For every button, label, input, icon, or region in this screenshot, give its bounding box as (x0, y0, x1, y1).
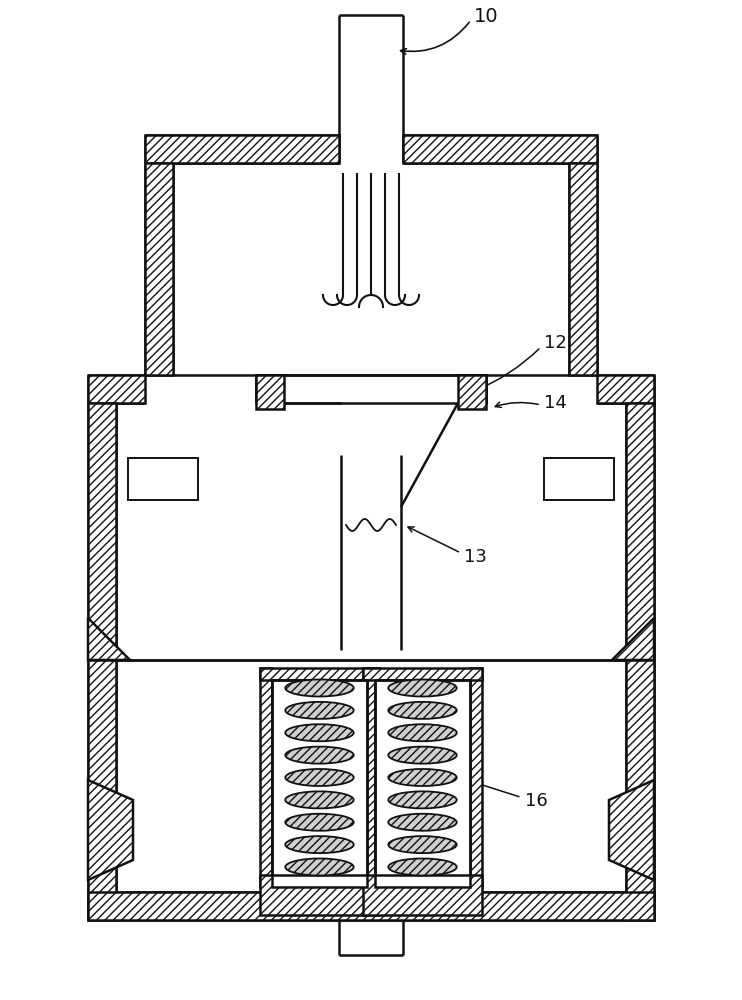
Bar (626, 660, 654, 920)
Ellipse shape (286, 769, 354, 786)
Text: 13: 13 (464, 548, 487, 566)
Text: 12: 12 (544, 334, 567, 352)
Ellipse shape (286, 702, 354, 719)
Ellipse shape (286, 791, 354, 808)
Ellipse shape (388, 747, 456, 764)
Text: 10: 10 (474, 7, 499, 26)
Bar (272, 680, 367, 887)
Ellipse shape (388, 769, 456, 786)
Polygon shape (609, 780, 654, 880)
Bar (626, 403, 654, 660)
Ellipse shape (286, 814, 354, 831)
Bar (363, 875, 482, 915)
Polygon shape (88, 618, 130, 660)
Ellipse shape (388, 702, 456, 719)
Bar (260, 668, 272, 887)
Text: 16: 16 (525, 792, 548, 810)
Bar (256, 375, 284, 409)
Ellipse shape (286, 747, 354, 764)
Bar (88, 892, 654, 920)
Bar (260, 875, 379, 915)
Bar (128, 458, 198, 500)
Ellipse shape (388, 814, 456, 831)
Ellipse shape (388, 836, 456, 853)
Ellipse shape (286, 679, 354, 697)
Bar (544, 458, 614, 500)
Bar (458, 375, 486, 409)
Bar (597, 375, 654, 403)
Ellipse shape (286, 858, 354, 876)
Text: 14: 14 (544, 394, 567, 412)
Ellipse shape (388, 724, 456, 741)
Bar (145, 163, 173, 375)
Polygon shape (88, 780, 133, 880)
Bar (375, 680, 470, 887)
Bar (569, 163, 597, 375)
Bar (367, 668, 379, 887)
Bar (363, 668, 482, 680)
Bar (145, 135, 339, 163)
Bar (88, 660, 116, 920)
Bar (88, 403, 116, 660)
Bar (470, 668, 482, 887)
Bar (256, 375, 486, 403)
Ellipse shape (388, 679, 456, 697)
Bar (403, 135, 597, 163)
Polygon shape (612, 618, 654, 660)
Ellipse shape (286, 836, 354, 853)
Bar (363, 668, 375, 887)
Bar (260, 668, 379, 680)
Ellipse shape (388, 858, 456, 876)
Ellipse shape (388, 791, 456, 808)
Ellipse shape (286, 724, 354, 741)
Bar (88, 375, 145, 403)
